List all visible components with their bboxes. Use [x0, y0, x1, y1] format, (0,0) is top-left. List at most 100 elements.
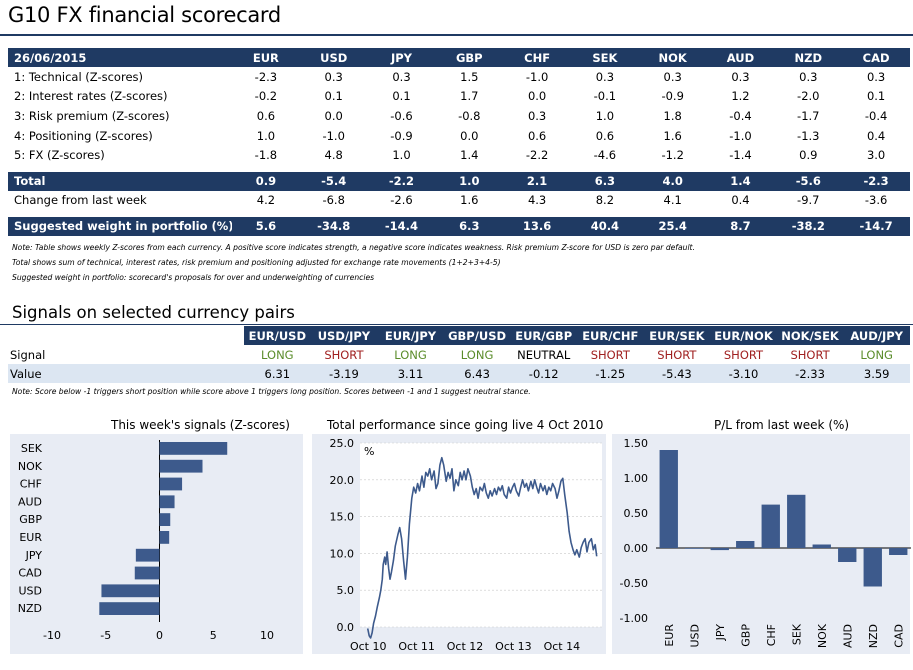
- row-label: 1: Technical (Z-scores): [14, 69, 143, 84]
- score-cell: 1.2: [731, 89, 750, 104]
- change-row: Change from last week 4.2 -6.8 -2.6 1.6 4.3 8.…: [8, 191, 910, 210]
- signals-heading: Signals on selected currency pairs: [12, 303, 295, 322]
- change-row-cell: -9.7: [797, 193, 820, 208]
- change-row-cell: -3.6: [864, 193, 888, 208]
- row-label: 5: FX (Z-scores): [14, 148, 105, 163]
- bar: [134, 566, 160, 580]
- category-label: NZD: [867, 624, 880, 648]
- currency-header: CHF: [503, 48, 571, 67]
- signal-cell: SHORT: [723, 347, 764, 362]
- chart-signals-title: This week's signals (Z-scores): [111, 418, 290, 432]
- currency-header: GBP: [435, 48, 504, 67]
- row-gap-cell: [8, 165, 910, 172]
- category-label: AUD: [841, 624, 854, 648]
- currency-header: AUD: [706, 48, 775, 67]
- chart-pl: -1.00 -0.50 0.00 0.50 1.00 1.50 EUR USD JPY GBP CH…: [620, 437, 911, 648]
- score-cell: -1.0: [322, 128, 345, 143]
- total-row-cell: -5.4: [299, 171, 368, 191]
- row-label: 2: Interest rates (Z-scores): [14, 89, 168, 104]
- signal-cell: LONG: [860, 347, 893, 362]
- category-label: CHF: [765, 624, 778, 646]
- score-cell: 0.6: [256, 108, 276, 123]
- currency-header: NZD: [774, 48, 843, 67]
- score-cell: 0.3: [866, 69, 886, 84]
- bar: [101, 584, 160, 598]
- bar: [761, 504, 780, 548]
- pair-header: NOK/SEK: [776, 326, 844, 345]
- score-cell: 1.0: [595, 108, 615, 123]
- pair-header: EUR/SEK: [643, 326, 711, 345]
- total-row-cell: 1.0: [435, 171, 504, 191]
- scorecard-note-1: Note: Table shows weekly Z-scores from e…: [12, 243, 695, 252]
- scorecard-row: 3: Risk premium (Z-scores) 0.6 0.0 -0.6 -0.8…: [8, 106, 910, 126]
- scorecard-note-3: Suggested weight in portfolio: scorecard…: [12, 273, 375, 282]
- y-tick-label: 1.00: [624, 472, 649, 485]
- scorecard-note-2: Total shows sum of technical, interest r…: [12, 258, 501, 267]
- y-tick-label: 5.0: [337, 584, 355, 597]
- weight-row-cell: 13.6: [503, 216, 571, 236]
- score-cell: -1.3: [797, 128, 820, 143]
- score-cell: 0.3: [663, 69, 682, 84]
- category-label: SEK: [21, 442, 43, 455]
- category-label: NOK: [18, 460, 43, 473]
- y-tick-label: 10.0: [330, 547, 355, 560]
- category-label: NZD: [18, 602, 42, 615]
- pair-header: EUR/USD: [244, 326, 311, 345]
- score-cell: -0.2: [254, 89, 278, 104]
- pair-header: AUD/JPY: [843, 326, 910, 345]
- change-row-cell: 4.2: [256, 193, 276, 208]
- category-label: JPY: [25, 549, 43, 562]
- category-label: JPY: [714, 624, 727, 642]
- score-cell: 0.1: [866, 89, 886, 104]
- bar: [159, 477, 183, 491]
- pair-header: EUR/NOK: [710, 326, 777, 345]
- pair-header: USD/JPY: [310, 326, 378, 345]
- change-row-cell: 4.1: [663, 193, 682, 208]
- scorecard-date: 26/06/2015: [8, 48, 232, 67]
- bar: [159, 459, 203, 473]
- score-cell: 3.0: [866, 148, 886, 163]
- score-cell: -0.9: [661, 89, 684, 104]
- weight-row-cell: 25.4: [638, 216, 707, 236]
- pair-header: EUR/CHF: [576, 326, 644, 345]
- signals-header-row: EUR/USD USD/JPY EUR/JPY GBP/USD EUR/GBP EUR/C…: [8, 326, 910, 345]
- change-row-cell: 0.4: [731, 193, 750, 208]
- row-gap: [8, 165, 910, 172]
- bar: [787, 494, 806, 548]
- value-cell: 6.31: [244, 364, 311, 383]
- total-row-cell: 2.1: [503, 171, 571, 191]
- weight-row-cell: 5.6: [232, 216, 300, 236]
- bar: [659, 450, 678, 548]
- category-label: CAD: [892, 624, 905, 648]
- total-row-cell: 6.3: [570, 171, 639, 191]
- weight-row-label: Suggested weight in portfolio (%): [8, 216, 232, 236]
- weight-row-cell: 8.7: [706, 216, 775, 236]
- value-cell: -0.12: [510, 364, 577, 383]
- bar: [863, 548, 882, 587]
- signal-cell: LONG: [394, 347, 427, 362]
- signal-cell: LONG: [460, 347, 494, 362]
- chart-signals-bg: [10, 434, 303, 654]
- signals-table: EUR/USD USD/JPY EUR/JPY GBP/USD EUR/GBP EUR/C…: [8, 326, 910, 383]
- x-tick-label: Oct 14: [544, 640, 581, 653]
- change-row-cell: 8.2: [595, 193, 615, 208]
- y-tick-label: 25.0: [330, 437, 355, 450]
- x-tick-label: 0: [156, 629, 163, 642]
- x-tick-label: -5: [100, 629, 111, 642]
- category-label: AUD: [18, 495, 42, 508]
- value-cell: 3.59: [843, 364, 910, 383]
- bar: [736, 541, 755, 548]
- change-row-cell: 4.3: [527, 193, 547, 208]
- score-cell: -0.9: [390, 128, 413, 143]
- currency-header: NOK: [638, 48, 707, 67]
- score-cell: 0.0: [324, 108, 343, 123]
- category-label: NOK: [816, 623, 829, 648]
- signal-cell: SHORT: [324, 347, 364, 362]
- signal-cell: SHORT: [590, 347, 630, 362]
- blank-cell: [8, 326, 244, 345]
- change-row-cell: 1.6: [460, 193, 479, 208]
- bar: [159, 495, 175, 509]
- signal-cell: NEUTRAL: [517, 347, 571, 362]
- total-row-cell: -2.3: [842, 171, 910, 191]
- x-tick-label: -10: [43, 629, 61, 642]
